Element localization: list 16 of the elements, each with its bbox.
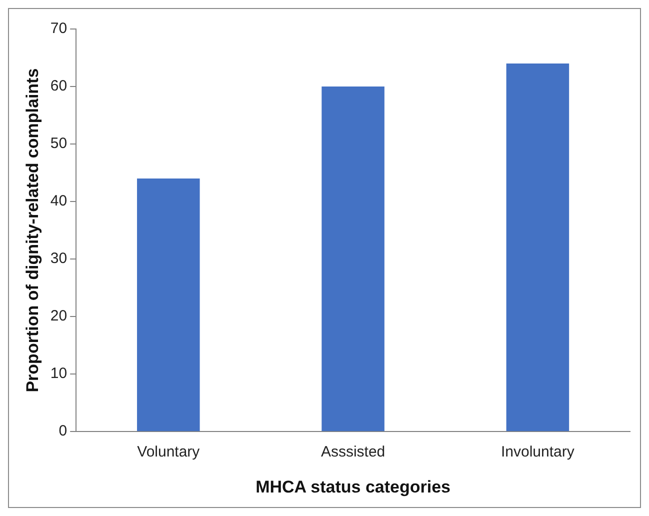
y-axis-title: Proportion of dignity-related complaints	[22, 68, 42, 392]
x-tick-label: Involuntary	[500, 444, 575, 461]
x-tick-label: Voluntary	[137, 444, 200, 461]
y-tick-label: 70	[50, 20, 68, 38]
y-tick-label: 60	[50, 78, 68, 95]
x-tick-label: Asssisted	[320, 444, 386, 461]
bar	[506, 64, 570, 432]
y-tick-label: 50	[50, 135, 68, 152]
y-tick-label: 20	[50, 308, 68, 325]
x-axis-title: MHCA status categories	[256, 477, 451, 496]
bar	[137, 178, 200, 432]
y-tick-label: 30	[50, 250, 68, 268]
y-tick-label: 0	[58, 422, 68, 440]
bar	[322, 86, 384, 432]
y-tick-label: 10	[50, 365, 68, 382]
y-tick-label: 40	[50, 192, 68, 210]
